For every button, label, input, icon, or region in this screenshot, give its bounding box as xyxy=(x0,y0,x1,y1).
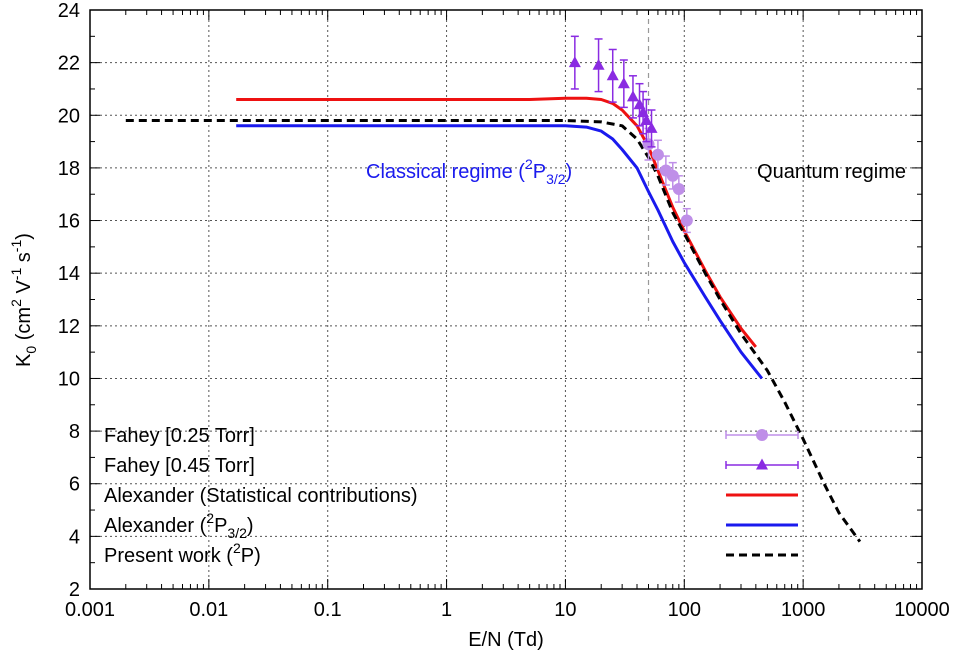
series-points-0 xyxy=(642,127,693,234)
y-label-part: s xyxy=(13,252,35,268)
classical-regime-tail: ) xyxy=(566,161,573,183)
y-label-part: ) xyxy=(13,233,35,240)
y-label-sub: 0 xyxy=(23,346,39,354)
x-tick-label: 10 xyxy=(554,599,576,621)
data-point xyxy=(592,58,605,70)
series-line-4 xyxy=(125,119,862,543)
series-layer xyxy=(125,35,862,543)
x-tick-label: 0.01 xyxy=(189,599,228,621)
data-point xyxy=(651,148,664,161)
y-tick-label: 14 xyxy=(58,263,80,285)
legend: Fahey [0.25 Torr] Fahey [0.45 Torr] Alexan… xyxy=(104,425,799,567)
legend-marker xyxy=(756,458,768,470)
y-label-part: (cm xyxy=(13,307,35,346)
y-label-sup: -1 xyxy=(8,240,24,253)
y-tick-label: 4 xyxy=(69,526,80,548)
legend-label-3: Alexander (2P3/2) xyxy=(104,510,254,541)
legend-base: P xyxy=(214,515,227,537)
legend-text: Alexander ( xyxy=(104,515,207,537)
data-point xyxy=(626,90,639,102)
y-label-sup: 2 xyxy=(8,299,24,307)
x-tick-label: 1000 xyxy=(781,599,826,621)
classical-regime-sub: 3/2 xyxy=(546,171,566,187)
x-tick-label: 0.1 xyxy=(314,599,342,621)
y-tick-label: 10 xyxy=(58,368,80,390)
legend-tail: ) xyxy=(247,515,254,537)
legend-label-2: Alexander (Statistical contributions) xyxy=(104,485,417,507)
data-point xyxy=(680,214,693,227)
legend-marker xyxy=(756,429,768,441)
data-point xyxy=(666,169,679,182)
legend-label-0: Fahey [0.25 Torr] xyxy=(104,425,255,447)
classical-regime-label: Classical regime (2P3/2) xyxy=(366,156,572,187)
classical-regime-sup: 2 xyxy=(525,156,533,172)
x-tick-label: 0.001 xyxy=(65,599,115,621)
legend-text: Present work ( xyxy=(104,545,233,567)
legend-sup: 2 xyxy=(233,540,241,556)
y-tick-label: 16 xyxy=(58,211,80,233)
y-axis-label: K0 (cm2 V-1 s-1) xyxy=(8,233,39,367)
legend-tail: ) xyxy=(254,545,261,567)
grid xyxy=(90,10,922,589)
axis-ticks: 0.001 0.01 0.1 1 10 100 1000 100002468101214161… xyxy=(58,0,950,621)
data-point xyxy=(640,114,653,126)
y-tick-label: 6 xyxy=(69,474,80,496)
y-label-part: K xyxy=(13,353,35,367)
annotations: Classical regime (2P3/2) Quantum regime xyxy=(366,156,906,187)
x-tick-label: 100 xyxy=(668,599,701,621)
y-tick-label: 18 xyxy=(58,158,80,180)
data-point xyxy=(642,138,655,151)
series-line-3 xyxy=(236,124,764,380)
data-point xyxy=(606,69,619,81)
data-point xyxy=(617,77,630,89)
x-axis-label: E/N (Td) xyxy=(468,629,544,651)
y-tick-label: 22 xyxy=(58,53,80,75)
y-tick-label: 12 xyxy=(58,316,80,338)
y-label-sup: -1 xyxy=(8,268,24,281)
legend-label-1: Fahey [0.45 Torr] xyxy=(104,455,255,477)
data-point xyxy=(568,56,581,68)
classical-regime-text: Classical regime ( xyxy=(366,161,525,183)
legend-label-4: Present work (2P) xyxy=(104,540,261,567)
quantum-regime-label: Quantum regime xyxy=(757,161,906,183)
y-label-part: V xyxy=(13,280,35,300)
x-tick-label: 10000 xyxy=(894,599,950,621)
y-tick-label: 20 xyxy=(58,105,80,127)
legend-sub: 3/2 xyxy=(227,525,247,541)
series-points-1 xyxy=(568,35,658,148)
legend-sup: 2 xyxy=(206,510,214,526)
y-tick-label: 24 xyxy=(58,0,80,22)
y-tick-label: 2 xyxy=(69,579,80,601)
x-tick-label: 1 xyxy=(441,599,452,621)
data-point xyxy=(672,182,685,195)
data-point xyxy=(645,121,658,133)
legend-base: P xyxy=(241,545,254,567)
y-tick-label: 8 xyxy=(69,421,80,443)
classical-regime-base: P xyxy=(533,161,546,183)
